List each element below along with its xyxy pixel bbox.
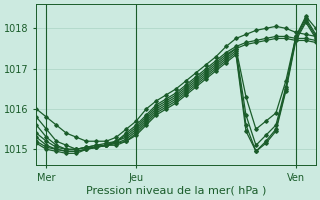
X-axis label: Pression niveau de la mer( hPa ): Pression niveau de la mer( hPa ) xyxy=(86,186,266,196)
